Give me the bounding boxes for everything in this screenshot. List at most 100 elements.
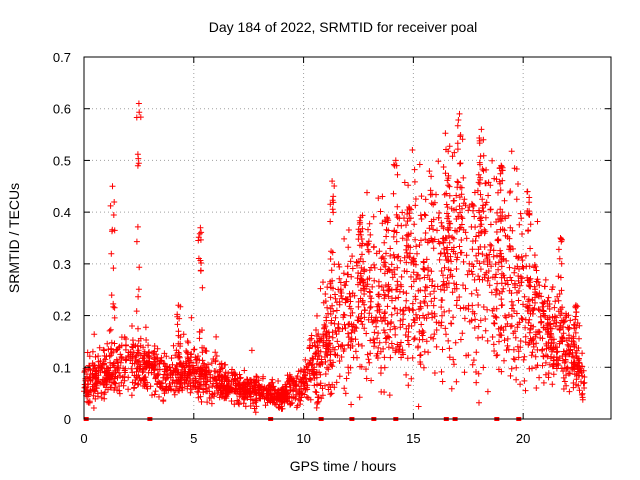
data-point bbox=[446, 307, 453, 314]
data-point bbox=[245, 380, 251, 387]
data-point bbox=[474, 292, 481, 298]
data-point bbox=[545, 294, 552, 301]
data-point bbox=[514, 321, 521, 328]
data-point bbox=[303, 394, 310, 400]
data-point bbox=[158, 380, 165, 387]
data-point bbox=[101, 352, 108, 359]
data-point bbox=[132, 354, 139, 361]
data-point bbox=[568, 359, 575, 366]
data-point bbox=[522, 324, 529, 331]
data-point bbox=[544, 322, 550, 329]
data-point bbox=[575, 357, 582, 364]
data-point bbox=[332, 314, 339, 321]
data-point bbox=[416, 242, 423, 248]
data-point bbox=[409, 300, 416, 307]
data-point bbox=[532, 353, 539, 360]
data-point bbox=[156, 360, 163, 367]
data-point bbox=[476, 209, 483, 216]
data-point bbox=[386, 392, 393, 399]
data-point bbox=[424, 284, 430, 291]
data-point bbox=[433, 191, 439, 198]
data-point bbox=[505, 212, 512, 219]
data-point bbox=[483, 166, 490, 173]
data-point bbox=[181, 364, 188, 371]
data-point bbox=[497, 170, 504, 177]
data-point bbox=[327, 357, 334, 364]
data-point bbox=[239, 385, 246, 392]
data-point bbox=[470, 263, 477, 270]
data-point bbox=[163, 353, 170, 360]
data-point bbox=[418, 237, 424, 244]
data-point bbox=[324, 304, 331, 311]
data-point bbox=[430, 226, 437, 233]
data-point bbox=[385, 287, 392, 294]
data-point bbox=[479, 196, 486, 203]
data-point bbox=[125, 352, 132, 359]
data-point bbox=[114, 346, 121, 353]
data-point bbox=[365, 226, 371, 233]
data-point bbox=[530, 341, 537, 348]
plot-frame bbox=[83, 56, 612, 420]
data-point bbox=[95, 353, 102, 360]
data-point bbox=[135, 380, 142, 387]
data-point bbox=[345, 321, 352, 328]
data-point bbox=[327, 391, 334, 398]
data-point bbox=[551, 304, 558, 311]
data-point bbox=[526, 329, 533, 336]
data-point bbox=[413, 243, 420, 250]
data-point bbox=[371, 264, 378, 271]
data-point bbox=[373, 323, 380, 330]
data-point bbox=[505, 311, 512, 318]
data-point bbox=[116, 390, 123, 397]
data-point bbox=[428, 173, 435, 180]
data-point bbox=[389, 295, 395, 302]
data-point bbox=[529, 349, 536, 356]
data-point bbox=[410, 278, 417, 285]
data-point bbox=[196, 335, 203, 342]
data-point bbox=[576, 372, 583, 379]
data-point bbox=[328, 284, 334, 291]
data-point bbox=[152, 374, 159, 381]
data-point bbox=[498, 218, 504, 224]
data-point bbox=[357, 214, 364, 221]
data-point bbox=[478, 214, 485, 221]
data-point bbox=[571, 341, 577, 348]
data-point bbox=[496, 290, 503, 297]
data-point bbox=[332, 352, 339, 358]
data-point bbox=[92, 353, 99, 360]
data-point bbox=[170, 342, 177, 349]
data-point bbox=[135, 293, 142, 300]
data-point bbox=[492, 274, 498, 281]
data-point bbox=[145, 369, 152, 376]
data-point bbox=[454, 122, 461, 129]
data-point bbox=[542, 359, 549, 366]
data-point bbox=[90, 392, 97, 399]
data-point bbox=[580, 380, 587, 387]
data-point bbox=[499, 177, 506, 184]
data-point bbox=[504, 335, 511, 342]
data-point bbox=[123, 357, 129, 364]
data-point bbox=[488, 263, 495, 270]
data-point bbox=[558, 365, 565, 372]
data-point bbox=[506, 235, 513, 242]
data-point bbox=[365, 356, 372, 363]
data-point bbox=[370, 244, 377, 251]
data-point bbox=[502, 280, 509, 287]
data-point bbox=[512, 334, 519, 341]
data-point bbox=[110, 303, 117, 310]
data-point bbox=[349, 265, 356, 272]
data-point bbox=[515, 354, 522, 361]
data-point bbox=[478, 126, 485, 133]
data-point bbox=[199, 357, 206, 364]
y-tick-label: 0.4 bbox=[53, 205, 71, 220]
data-point bbox=[517, 273, 524, 280]
data-point bbox=[311, 375, 318, 382]
data-point bbox=[328, 362, 335, 369]
data-point bbox=[444, 250, 451, 257]
data-point bbox=[357, 279, 364, 286]
data-point bbox=[515, 254, 522, 261]
data-point bbox=[572, 329, 579, 336]
data-point bbox=[493, 314, 500, 321]
data-point bbox=[197, 224, 204, 231]
data-point bbox=[146, 365, 153, 372]
